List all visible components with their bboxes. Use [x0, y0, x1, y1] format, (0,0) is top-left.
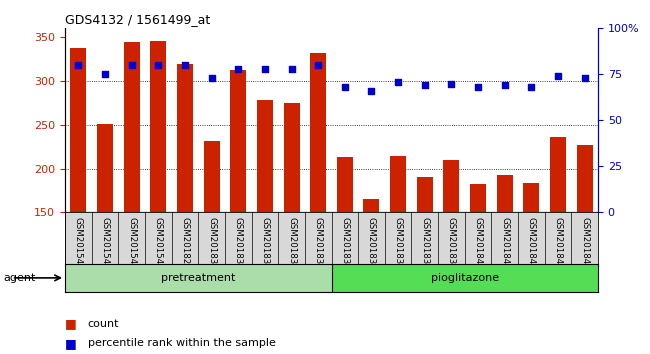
Text: GSM201838: GSM201838: [421, 217, 429, 269]
Text: GSM201545: GSM201545: [154, 217, 162, 269]
Text: GSM201844: GSM201844: [580, 217, 589, 269]
Point: [206, 75, 216, 81]
Bar: [150, 41, 166, 212]
Point: [153, 62, 164, 68]
Point: [126, 62, 137, 68]
Text: percentile rank within the sample: percentile rank within the sample: [88, 338, 276, 348]
Point: [473, 84, 484, 90]
Text: GSM201832: GSM201832: [261, 217, 269, 269]
Text: GDS4132 / 1561499_at: GDS4132 / 1561499_at: [65, 13, 210, 26]
Bar: [390, 156, 406, 212]
Point: [313, 62, 324, 68]
Bar: [550, 137, 566, 212]
Bar: [230, 70, 246, 212]
Point: [420, 82, 430, 88]
Point: [580, 75, 590, 81]
Bar: [203, 141, 220, 212]
Point: [446, 81, 456, 86]
Point: [259, 66, 270, 72]
Bar: [332, 264, 598, 292]
Point: [73, 62, 83, 68]
Text: agent: agent: [3, 273, 36, 283]
Text: ■: ■: [65, 318, 77, 330]
Point: [553, 73, 564, 79]
Point: [393, 79, 403, 85]
Text: GSM201834: GSM201834: [314, 217, 322, 269]
Text: pioglitazone: pioglitazone: [431, 273, 499, 283]
Point: [179, 62, 190, 68]
Text: GSM201830: GSM201830: [207, 217, 216, 269]
Text: GSM201842: GSM201842: [527, 217, 536, 269]
Text: ■: ■: [65, 337, 77, 350]
Text: GSM201840: GSM201840: [474, 217, 482, 269]
Point: [233, 66, 244, 72]
Bar: [65, 264, 332, 292]
Point: [287, 66, 297, 72]
Bar: [523, 183, 540, 212]
Bar: [337, 157, 353, 212]
Text: GSM201833: GSM201833: [287, 217, 296, 269]
Point: [339, 84, 350, 90]
Text: GSM201835: GSM201835: [341, 217, 349, 269]
Bar: [257, 100, 273, 212]
Point: [526, 84, 537, 90]
Bar: [577, 145, 593, 212]
Text: GSM201839: GSM201839: [447, 217, 456, 269]
Text: GSM201837: GSM201837: [394, 217, 402, 269]
Text: GSM201841: GSM201841: [500, 217, 509, 269]
Point: [367, 88, 377, 94]
Bar: [363, 199, 380, 212]
Text: pretreatment: pretreatment: [161, 273, 235, 283]
Text: GSM201831: GSM201831: [234, 217, 242, 269]
Text: GSM201543: GSM201543: [101, 217, 109, 269]
Bar: [470, 184, 486, 212]
Text: GSM201843: GSM201843: [554, 217, 562, 269]
Point: [500, 82, 510, 88]
Bar: [124, 42, 140, 212]
Text: count: count: [88, 319, 119, 329]
Text: GSM201544: GSM201544: [127, 217, 136, 269]
Point: [100, 72, 110, 77]
Bar: [70, 47, 86, 212]
Bar: [177, 64, 193, 212]
Bar: [443, 160, 460, 212]
Bar: [497, 175, 513, 212]
Bar: [310, 53, 326, 212]
Text: GSM201836: GSM201836: [367, 217, 376, 269]
Bar: [97, 124, 113, 212]
Text: GSM201829: GSM201829: [181, 217, 189, 269]
Bar: [283, 103, 300, 212]
Text: GSM201542: GSM201542: [74, 217, 83, 269]
Bar: [417, 177, 433, 212]
